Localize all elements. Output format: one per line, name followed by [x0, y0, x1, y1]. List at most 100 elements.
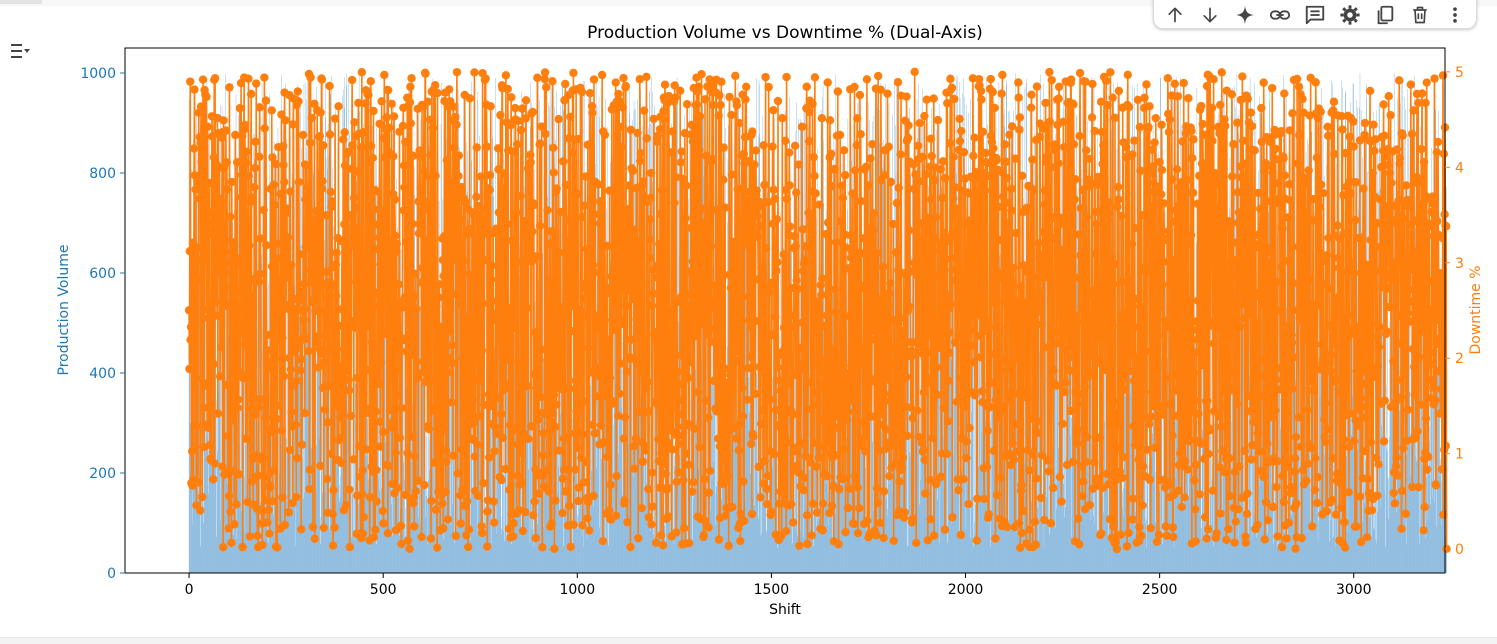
downtime-marker — [824, 395, 832, 403]
downtime-marker — [364, 91, 372, 99]
downtime-marker — [578, 88, 586, 96]
downtime-marker — [533, 416, 541, 424]
downtime-marker — [527, 158, 535, 166]
downtime-marker — [541, 68, 549, 76]
downtime-marker — [450, 144, 458, 152]
downtime-marker — [483, 542, 491, 550]
downtime-marker — [233, 338, 241, 346]
downtime-marker — [637, 368, 645, 376]
downtime-marker — [672, 528, 680, 536]
downtime-marker — [640, 106, 648, 114]
downtime-marker — [287, 408, 295, 416]
downtime-marker — [711, 325, 719, 333]
downtime-marker — [675, 440, 683, 448]
downtime-marker — [463, 497, 471, 505]
downtime-marker — [270, 466, 278, 474]
downtime-marker — [226, 213, 234, 221]
downtime-marker — [278, 426, 286, 434]
downtime-marker — [810, 439, 818, 447]
downtime-marker — [255, 153, 263, 161]
downtime-marker — [461, 484, 469, 492]
downtime-marker — [482, 206, 490, 214]
downtime-marker — [667, 148, 675, 156]
downtime-marker — [346, 211, 354, 219]
downtime-marker — [444, 515, 452, 523]
downtime-marker — [263, 518, 271, 526]
downtime-marker — [697, 70, 705, 78]
downtime-marker — [551, 423, 559, 431]
downtime-marker — [770, 330, 778, 338]
downtime-marker — [636, 157, 644, 165]
downtime-marker — [411, 293, 419, 301]
downtime-marker — [406, 83, 414, 91]
downtime-marker — [483, 507, 491, 515]
downtime-marker — [855, 504, 863, 512]
downtime-marker — [426, 151, 434, 159]
downtime-marker — [563, 312, 571, 320]
downtime-marker — [296, 366, 304, 374]
downtime-marker — [475, 412, 483, 420]
downtime-marker — [688, 257, 696, 265]
downtime-marker — [644, 485, 652, 493]
downtime-marker — [512, 426, 520, 434]
downtime-marker — [478, 346, 486, 354]
downtime-marker — [360, 290, 368, 298]
downtime-marker — [309, 523, 317, 531]
downtime-marker — [762, 244, 770, 252]
downtime-marker — [781, 137, 789, 145]
downtime-marker — [323, 294, 331, 302]
downtime-marker — [247, 90, 255, 98]
downtime-marker — [442, 457, 450, 465]
downtime-marker — [348, 76, 356, 84]
downtime-marker — [478, 529, 486, 537]
downtime-marker — [285, 508, 293, 516]
downtime-marker — [417, 183, 425, 191]
downtime-marker — [808, 531, 816, 539]
downtime-marker — [837, 423, 845, 431]
downtime-marker — [351, 323, 359, 331]
downtime-marker — [347, 412, 355, 420]
downtime-marker — [382, 260, 390, 268]
downtime-marker — [814, 305, 822, 313]
downtime-marker — [822, 311, 830, 319]
downtime-marker — [375, 233, 383, 241]
downtime-marker — [826, 116, 834, 124]
downtime-marker — [386, 406, 394, 414]
downtime-marker — [635, 408, 643, 416]
downtime-marker — [715, 91, 723, 99]
downtime-marker — [471, 452, 479, 460]
downtime-marker — [839, 474, 847, 482]
downtime-marker — [210, 153, 218, 161]
downtime-marker — [423, 235, 431, 243]
downtime-marker — [799, 225, 807, 233]
downtime-marker — [718, 290, 726, 298]
downtime-marker — [612, 472, 620, 480]
downtime-marker — [846, 231, 854, 239]
downtime-marker — [549, 168, 557, 176]
downtime-marker — [402, 238, 410, 246]
downtime-marker — [303, 183, 311, 191]
downtime-marker — [448, 359, 456, 367]
downtime-marker — [326, 130, 334, 138]
downtime-marker — [605, 336, 613, 344]
downtime-marker — [232, 500, 240, 508]
downtime-marker — [579, 312, 587, 320]
downtime-marker — [811, 73, 819, 81]
downtime-marker — [653, 261, 661, 269]
downtime-marker — [286, 187, 294, 195]
downtime-marker — [597, 421, 605, 429]
downtime-marker — [210, 459, 218, 467]
downtime-marker — [373, 289, 381, 297]
downtime-marker — [420, 481, 428, 489]
downtime-marker — [394, 325, 402, 333]
downtime-marker — [301, 409, 309, 417]
downtime-marker — [337, 305, 345, 313]
downtime-marker — [276, 277, 284, 285]
downtime-marker — [739, 477, 747, 485]
downtime-marker — [376, 442, 384, 450]
downtime-marker — [848, 269, 856, 277]
downtime-marker — [323, 418, 331, 426]
downtime-marker — [372, 407, 380, 415]
downtime-marker — [714, 111, 722, 119]
downtime-marker — [752, 186, 760, 194]
